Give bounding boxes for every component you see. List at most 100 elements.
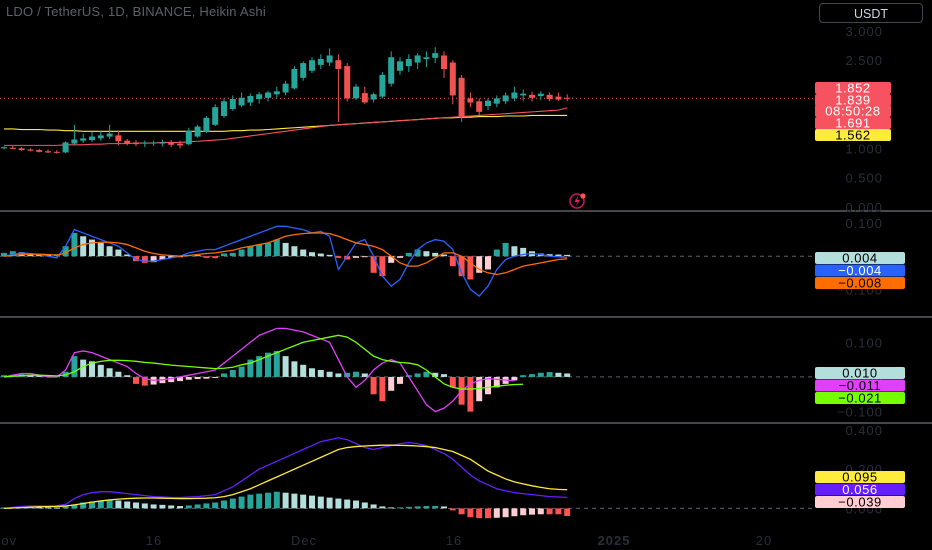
- histogram-bar: [159, 256, 166, 260]
- price-axis-tick-label: 3.000: [845, 24, 883, 39]
- histogram-bar: [370, 376, 377, 395]
- histogram-bar: [212, 376, 219, 378]
- histogram-bar: [282, 356, 289, 377]
- candle-body: [265, 92, 271, 98]
- histogram-bar: [335, 498, 342, 509]
- histogram-bar: [212, 256, 219, 259]
- histogram-bar: [36, 507, 43, 509]
- histogram-bar: [177, 376, 183, 382]
- histogram-bar: [432, 252, 439, 257]
- histogram-bar: [309, 495, 315, 509]
- chart-title: LDO / TetherUS, 1D, BINANCE, Heikin Ashi: [6, 4, 266, 19]
- indicator-badge: [815, 483, 905, 496]
- indicator-line: [3, 225, 568, 297]
- histogram-bar: [449, 256, 456, 267]
- histogram-bar: [458, 508, 465, 515]
- histogram-bar: [397, 376, 403, 384]
- histogram-bar: [414, 249, 421, 257]
- price-axis-tick-label: 0.000: [845, 200, 883, 215]
- indicator-badge-label: −0.004: [838, 263, 882, 278]
- histogram-bar: [168, 505, 175, 509]
- oscillator-axis-tick-label: −0.100: [837, 405, 883, 420]
- candle-body: [159, 142, 166, 144]
- candle-body: [458, 77, 465, 116]
- histogram-bar: [265, 492, 271, 509]
- indicator-badge: [815, 252, 905, 264]
- histogram-bar: [361, 256, 368, 258]
- histogram-bar: [247, 494, 254, 509]
- time-axis-tick-label: 20: [756, 533, 772, 548]
- indicator-badge-label: −0.039: [838, 495, 882, 510]
- candle-body: [317, 59, 324, 65]
- histogram-bar: [106, 499, 113, 509]
- candle-body: [529, 94, 535, 98]
- histogram-bar: [388, 256, 395, 263]
- histogram-bar: [133, 502, 139, 509]
- candle-body: [414, 55, 421, 63]
- histogram-bar: [221, 373, 227, 377]
- histogram-bar: [106, 246, 113, 257]
- histogram-bar: [194, 504, 201, 509]
- histogram-bar: [476, 256, 483, 273]
- histogram-bar: [485, 376, 491, 395]
- histogram-bar: [476, 508, 483, 519]
- chart-panes: [0, 47, 932, 519]
- histogram-bar: [45, 254, 51, 257]
- histogram-bar: [326, 497, 333, 509]
- candle-body: [212, 107, 219, 125]
- histogram-bar: [124, 501, 131, 509]
- price-axis-tick-label: 0.500: [845, 171, 883, 186]
- histogram-bar: [168, 256, 175, 258]
- histogram-bar: [203, 376, 210, 379]
- candle-body: [247, 96, 254, 103]
- candle-body: [45, 151, 51, 153]
- histogram-bar: [80, 236, 87, 257]
- histogram-bar: [238, 496, 245, 509]
- histogram-bar: [529, 508, 535, 515]
- histogram-bar: [141, 376, 148, 386]
- indicator-badge: [815, 367, 905, 379]
- histogram-bar: [185, 505, 192, 509]
- histogram-bar: [493, 508, 500, 518]
- histogram-bar: [203, 503, 210, 509]
- candle-body: [256, 94, 263, 99]
- histogram-bar: [379, 506, 386, 509]
- candle-body: [467, 98, 474, 103]
- histogram-bar: [141, 503, 148, 509]
- indicator-line: [3, 334, 524, 390]
- indicator-badge-label: −0.011: [839, 378, 882, 393]
- histogram-bar: [124, 254, 131, 257]
- histogram-bar: [564, 508, 571, 517]
- candle-body: [370, 94, 377, 100]
- histogram-bar: [221, 253, 227, 257]
- histogram-bar: [344, 256, 351, 260]
- indicator-badge-label: 0.004: [842, 251, 878, 266]
- candle-body: [300, 63, 307, 78]
- currency-selector-button[interactable]: USDT: [819, 3, 923, 23]
- indicator-line: [3, 232, 568, 276]
- histogram-bar: [159, 504, 166, 509]
- candle-body: [493, 98, 500, 104]
- alert-icon[interactable]: [569, 193, 586, 209]
- histogram-bar: [97, 364, 104, 377]
- candle-body: [397, 61, 403, 71]
- histogram-bar: [229, 498, 236, 509]
- histogram-bar: [467, 376, 474, 412]
- histogram-bar: [168, 376, 175, 383]
- candle-body: [441, 55, 447, 69]
- histogram-bar: [326, 254, 333, 257]
- moving-average-line: [4, 107, 568, 146]
- oscillator-axis-tick-label: 0.100: [845, 335, 883, 350]
- histogram-bar: [80, 502, 87, 509]
- histogram-bar: [511, 376, 518, 381]
- histogram-bar: [511, 508, 518, 517]
- histogram-bar: [502, 508, 509, 518]
- histogram-bar: [221, 500, 227, 509]
- candle-body: [326, 55, 333, 63]
- histogram-bar: [115, 249, 122, 257]
- histogram-bar: [229, 370, 236, 377]
- histogram-bar: [1, 375, 7, 377]
- histogram-bar: [36, 375, 43, 377]
- candle-body: [106, 133, 113, 137]
